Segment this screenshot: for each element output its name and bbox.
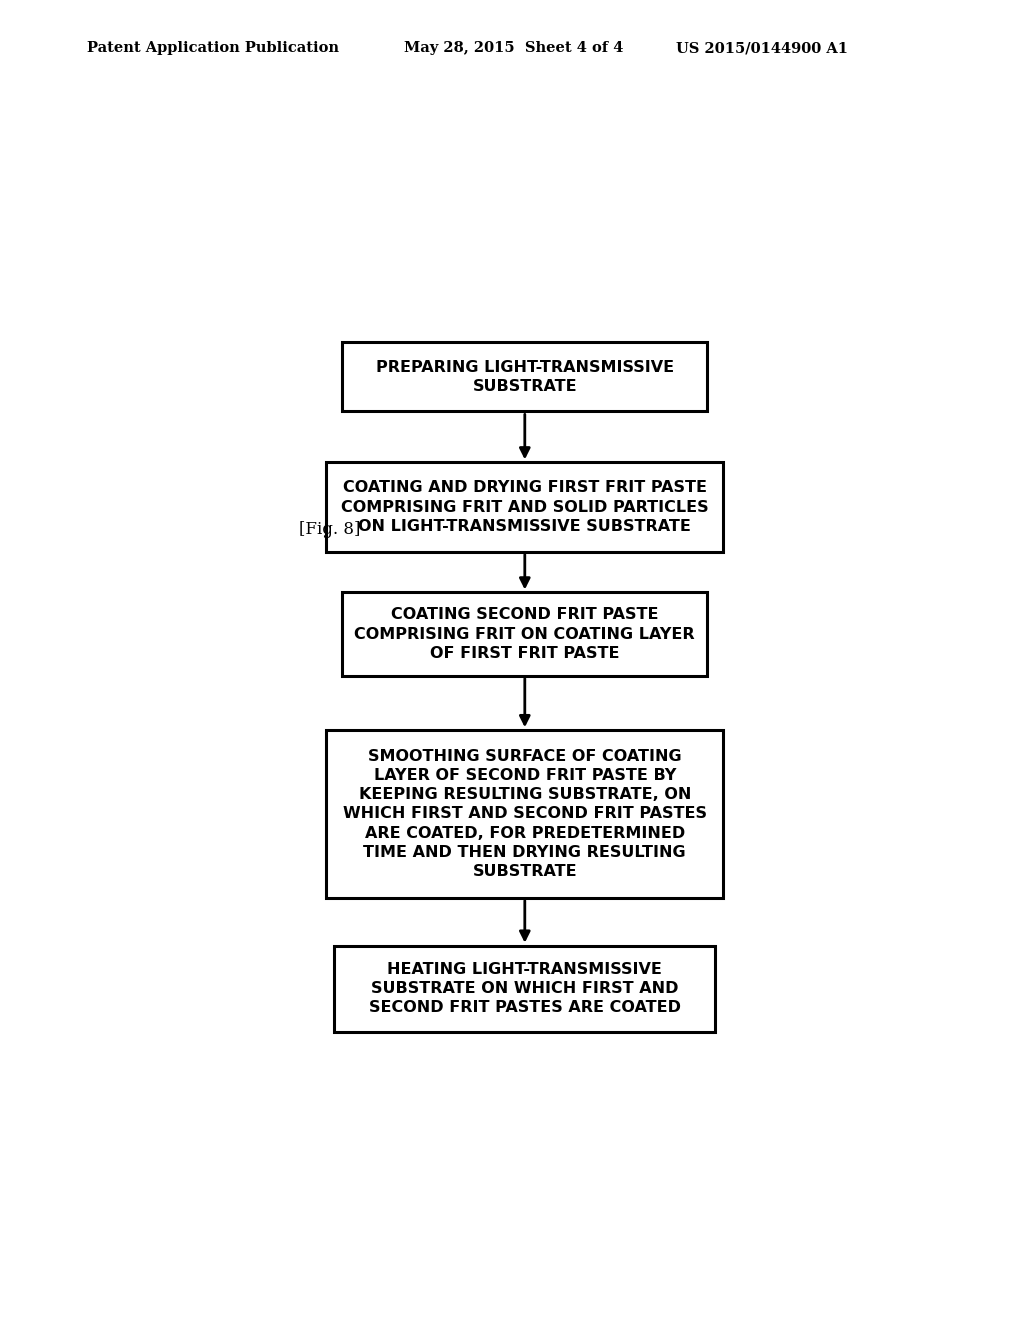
- Bar: [342, 593, 708, 676]
- Text: PREPARING LIGHT-TRANSMISSIVE
SUBSTRATE: PREPARING LIGHT-TRANSMISSIVE SUBSTRATE: [376, 360, 674, 395]
- Bar: [334, 945, 715, 1032]
- Text: SMOOTHING SURFACE OF COATING
LAYER OF SECOND FRIT PASTE BY
KEEPING RESULTING SUB: SMOOTHING SURFACE OF COATING LAYER OF SE…: [343, 748, 707, 879]
- Bar: [327, 730, 723, 898]
- Text: US 2015/0144900 A1: US 2015/0144900 A1: [676, 41, 848, 55]
- Text: COATING SECOND FRIT PASTE
COMPRISING FRIT ON COATING LAYER
OF FIRST FRIT PASTE: COATING SECOND FRIT PASTE COMPRISING FRI…: [354, 607, 695, 661]
- Text: Patent Application Publication: Patent Application Publication: [87, 41, 339, 55]
- Bar: [327, 462, 723, 552]
- Text: May 28, 2015  Sheet 4 of 4: May 28, 2015 Sheet 4 of 4: [404, 41, 624, 55]
- Text: HEATING LIGHT-TRANSMISSIVE
SUBSTRATE ON WHICH FIRST AND
SECOND FRIT PASTES ARE C: HEATING LIGHT-TRANSMISSIVE SUBSTRATE ON …: [369, 962, 681, 1015]
- Text: COATING AND DRYING FIRST FRIT PASTE
COMPRISING FRIT AND SOLID PARTICLES
ON LIGHT: COATING AND DRYING FIRST FRIT PASTE COMP…: [341, 480, 709, 533]
- Text: [Fig. 8]: [Fig. 8]: [299, 521, 360, 537]
- Bar: [342, 342, 708, 412]
